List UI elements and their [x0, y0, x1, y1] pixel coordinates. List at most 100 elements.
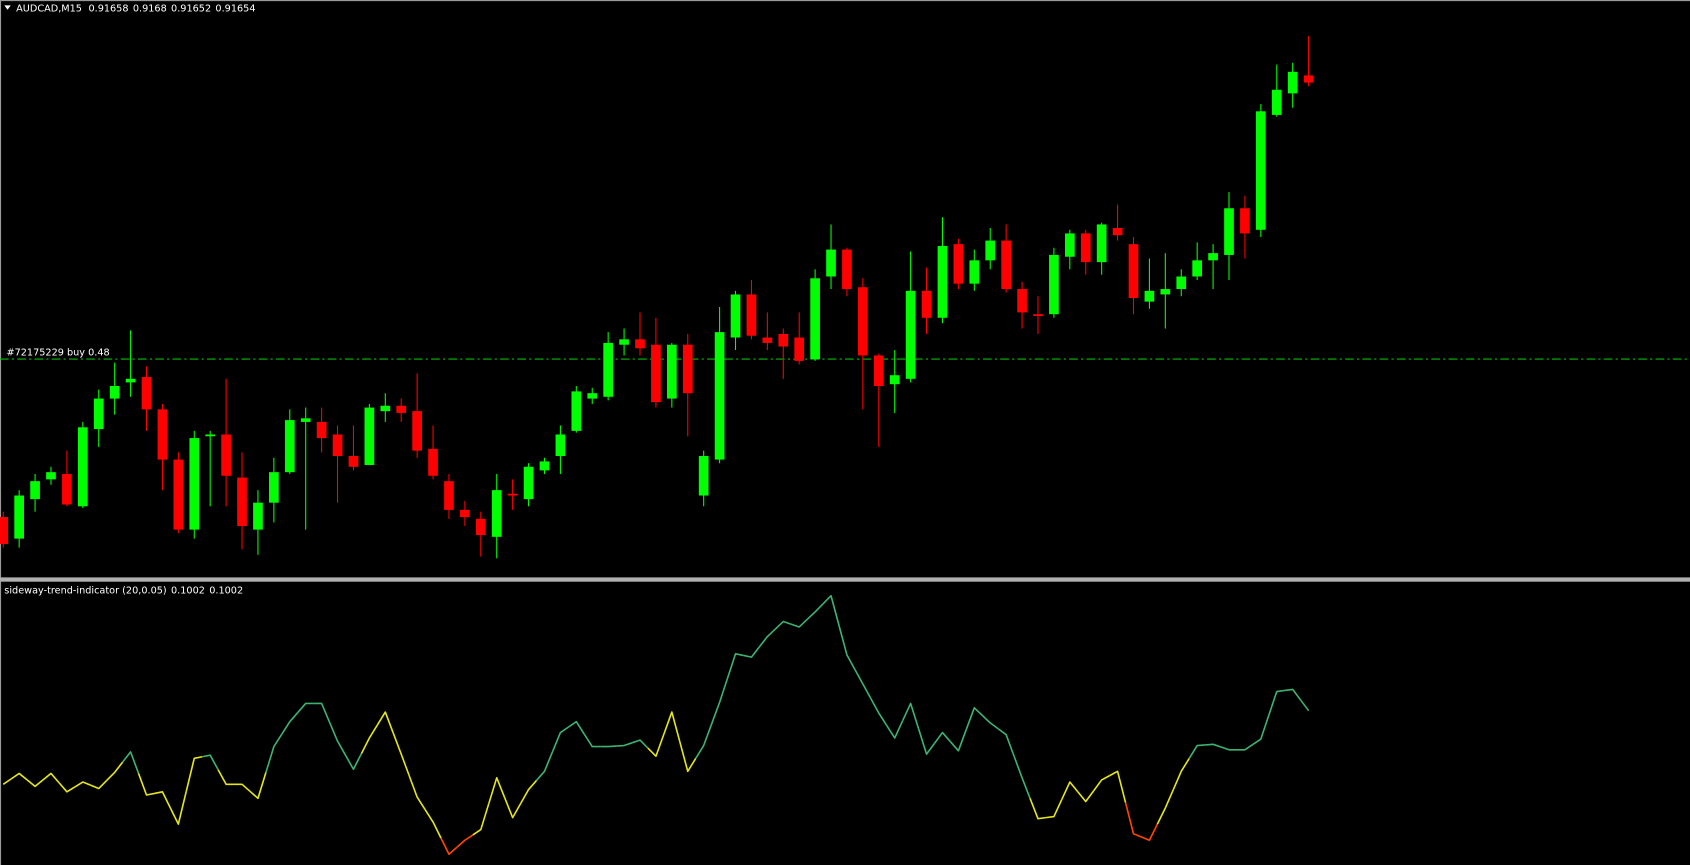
candle-body — [1287, 71, 1298, 94]
candle-body — [873, 355, 884, 387]
candle-body — [141, 377, 152, 410]
candle-body — [651, 344, 661, 403]
indicator-line — [10, 772, 28, 781]
candle-body — [539, 461, 550, 471]
indicator-title: sideway-trend-indicator (20,0.05) — [4, 585, 166, 596]
indicator-readout: 0.1002 — [209, 585, 243, 596]
candle-body — [1096, 224, 1107, 263]
candle-body — [1255, 111, 1266, 230]
candle-body — [1144, 290, 1155, 302]
indicator-line — [137, 773, 155, 796]
indicator-line — [1124, 802, 1142, 838]
indicator-line — [710, 677, 729, 725]
candle-body — [1049, 254, 1059, 315]
candle-body — [205, 434, 216, 437]
indicator-line — [1172, 758, 1190, 790]
candle-body — [348, 456, 359, 467]
candle-body — [969, 260, 980, 284]
indicator-line — [1188, 744, 1206, 759]
indicator-line — [121, 751, 140, 774]
indicator-line — [74, 781, 92, 788]
indicator-line — [838, 625, 856, 670]
indicator-line — [567, 720, 585, 735]
indicator-line — [1284, 688, 1302, 701]
indicator-line — [1236, 743, 1254, 751]
indicator-line — [217, 769, 235, 786]
indicator-line — [1029, 797, 1047, 820]
indicator-line — [297, 702, 314, 714]
candle-body — [0, 517, 9, 544]
candle-body — [953, 244, 964, 284]
indicator-line — [313, 702, 331, 723]
indicator-line — [376, 711, 395, 734]
candle-body — [730, 294, 741, 338]
candle-body — [269, 472, 279, 503]
indicator-line — [1268, 689, 1285, 716]
candle-body — [937, 245, 948, 318]
indicator-line — [726, 653, 744, 679]
candle-body — [603, 342, 614, 397]
candle-body — [332, 434, 343, 457]
indicator-line — [965, 707, 983, 730]
indicator-line — [106, 761, 124, 782]
indicator-line — [997, 728, 1015, 757]
candle-body — [921, 290, 932, 318]
indicator-line — [1045, 798, 1063, 819]
indicator-line — [933, 731, 952, 744]
candle-body — [1064, 233, 1075, 257]
indicator-readout: 0.1002 — [171, 585, 205, 596]
candle-body — [125, 378, 136, 383]
indicator-line — [790, 618, 808, 628]
indicator-line — [631, 739, 649, 749]
candle-body — [444, 481, 454, 510]
indicator-line — [1220, 746, 1237, 751]
indicator-line — [695, 723, 713, 759]
candle-body — [1033, 314, 1043, 316]
price-pane: #72175229 buy 0.48 — [0, 35, 1690, 559]
candle-body — [380, 405, 391, 412]
indicator-line — [1093, 774, 1111, 792]
indicator-line — [774, 620, 792, 630]
candle-body — [619, 339, 629, 345]
indicator-line — [2, 778, 12, 785]
candle-body — [1128, 244, 1139, 299]
candle-body — [428, 448, 438, 476]
indicator-line — [679, 741, 697, 773]
candle-body — [905, 290, 916, 379]
indicator-line — [1141, 823, 1159, 842]
candle-body — [157, 409, 168, 460]
candle-body — [1208, 253, 1218, 261]
candle-body — [316, 421, 327, 439]
candle-body — [491, 490, 502, 537]
indicator-line — [1061, 781, 1079, 800]
candle-body — [714, 332, 725, 460]
indicator-line — [154, 791, 172, 809]
indicator-line — [456, 834, 474, 848]
menu-triangle[interactable] — [4, 5, 11, 10]
indicator-line — [854, 669, 872, 699]
indicator-line — [949, 729, 968, 752]
indicator-line — [806, 603, 824, 621]
candle-body — [253, 502, 263, 530]
candle-body — [1017, 289, 1027, 313]
low-readout: 0.91652 — [171, 4, 211, 15]
indicator-pane — [2, 594, 1310, 856]
candle-body — [826, 249, 836, 277]
indicator-line — [583, 733, 601, 748]
candle-body — [189, 438, 200, 530]
candle-body — [284, 420, 295, 473]
indicator-line — [616, 742, 633, 747]
candle-body — [412, 411, 422, 451]
indicator-line — [1300, 699, 1310, 712]
indicator-line — [344, 753, 363, 771]
candle-body — [77, 427, 88, 507]
indicator-line — [392, 732, 410, 776]
indicator-line — [551, 726, 569, 753]
symbol: AUDCAD,M15 — [16, 4, 82, 15]
candle-body — [1192, 260, 1203, 277]
indicator-line — [328, 721, 347, 756]
indicator-line — [42, 772, 60, 784]
candle-body — [842, 249, 852, 290]
candle-body — [62, 473, 72, 505]
indicator-line — [234, 783, 251, 792]
